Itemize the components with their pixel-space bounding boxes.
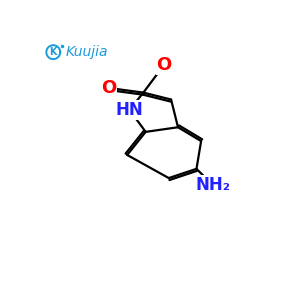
Text: O: O (157, 56, 172, 74)
Text: NH₂: NH₂ (195, 176, 230, 194)
Text: K: K (50, 47, 57, 57)
Text: HN: HN (116, 101, 143, 119)
Text: O: O (101, 79, 116, 97)
Text: Kuujia: Kuujia (66, 45, 109, 59)
